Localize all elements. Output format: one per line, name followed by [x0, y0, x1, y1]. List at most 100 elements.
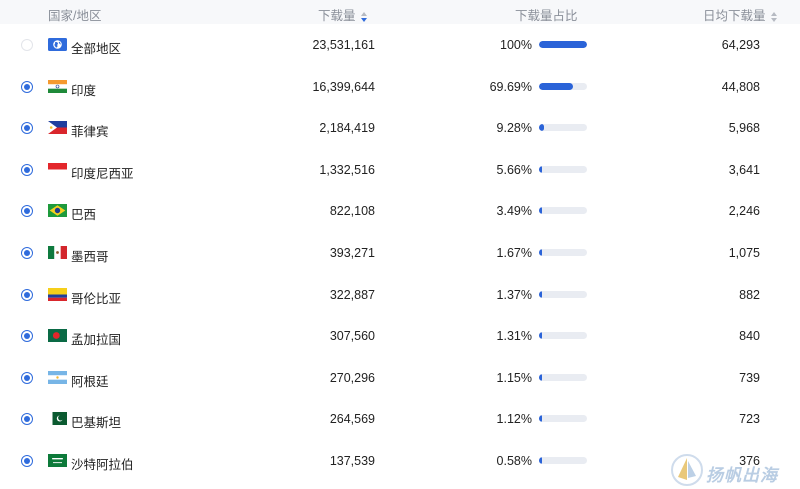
table-row[interactable]: 墨西哥 393,271 1.67% 1,075	[0, 233, 800, 274]
table-row[interactable]: 孟加拉国 307,560 1.31% 840	[0, 316, 800, 357]
share-value: 5.66%	[496, 162, 532, 177]
header-country: 国家/地区	[48, 9, 102, 23]
downloads-value: 2,184,419	[319, 121, 375, 136]
share-value: 0.58%	[496, 454, 532, 468]
downloads-value: 307,560	[329, 329, 375, 344]
table-row[interactable]: 巴西 822,108 3.49% 2,246	[0, 191, 800, 232]
share-bar	[539, 249, 587, 256]
share-value: 1.67%	[496, 246, 532, 260]
header-share: 下载量占比	[515, 9, 578, 23]
share-value: 1.15%	[496, 370, 532, 385]
header-daily[interactable]: 日均下载量	[703, 5, 777, 24]
downloads-value: 322,887	[329, 287, 375, 302]
share-value: 1.31%	[496, 329, 532, 344]
daily-value: 739	[739, 370, 760, 385]
table-row[interactable]: 印度 16,399,644 69.69% 44,808	[0, 67, 800, 108]
share-bar-fill	[539, 457, 542, 464]
pakistan-flag-icon	[48, 412, 67, 426]
daily-value: 723	[739, 412, 760, 427]
table-header: 国家/地区 下载量 下载量占比 日均下载量	[0, 0, 800, 24]
colombia-flag-icon	[48, 287, 67, 301]
share-bar-fill	[539, 373, 542, 381]
downloads-value: 16,399,644	[312, 79, 375, 94]
country-name: 阿根廷	[71, 374, 109, 389]
daily-value: 2,246	[728, 204, 760, 219]
share-bar-fill	[539, 82, 573, 90]
share-bar-fill	[539, 41, 587, 48]
downloads-value: 393,271	[329, 246, 375, 260]
row-radio[interactable]	[21, 330, 33, 343]
row-radio[interactable]	[21, 205, 33, 218]
country-name: 哥伦比亚	[71, 291, 122, 306]
india-flag-icon	[48, 79, 67, 93]
row-radio[interactable]	[21, 288, 33, 301]
share-bar	[539, 332, 587, 340]
daily-value: 5,968	[728, 121, 760, 136]
saudi-arabia-flag-icon	[48, 454, 67, 467]
share-value: 1.37%	[496, 287, 532, 302]
share-value: 3.49%	[496, 204, 532, 219]
share-bar-fill	[539, 290, 542, 298]
sail-logo-icon	[671, 454, 703, 486]
watermark-logo: 扬帆出海	[668, 452, 798, 488]
row-radio[interactable]	[21, 163, 33, 176]
downloads-value: 822,108	[329, 204, 375, 219]
country-name: 印度	[71, 83, 97, 98]
country-name: 孟加拉国	[71, 333, 122, 348]
daily-value: 44,808	[721, 79, 760, 94]
table-row[interactable]: 哥伦比亚 322,887 1.37% 882	[0, 275, 800, 316]
country-name: 印度尼西亚	[71, 166, 134, 181]
share-value: 100%	[500, 38, 532, 52]
row-radio[interactable]	[21, 247, 33, 259]
share-bar-fill	[539, 332, 542, 340]
watermark-text: 扬帆出海	[706, 466, 778, 485]
downloads-value: 1,332,516	[319, 162, 375, 177]
country-name: 巴西	[71, 208, 97, 223]
share-bar	[539, 41, 587, 48]
mexico-flag-icon	[48, 246, 67, 259]
sort-icon[interactable]	[360, 11, 367, 22]
header-downloads[interactable]: 下载量	[318, 5, 367, 24]
argentina-flag-icon	[48, 370, 67, 384]
bangladesh-flag-icon	[48, 329, 67, 343]
header-daily-label: 日均下载量	[703, 9, 766, 23]
downloads-value: 23,531,161	[312, 38, 375, 52]
daily-value: 3,641	[728, 162, 760, 177]
row-radio[interactable]	[21, 80, 33, 93]
row-radio[interactable]	[21, 39, 33, 51]
brazil-flag-icon	[48, 204, 67, 218]
share-value: 9.28%	[496, 121, 532, 136]
indonesia-flag-icon	[48, 162, 67, 176]
country-name: 墨西哥	[71, 250, 109, 264]
table-row[interactable]: 沙特阿拉伯 137,539 0.58% 376	[0, 441, 800, 482]
country-name: 全部地区	[71, 42, 122, 56]
row-radio[interactable]	[21, 122, 33, 135]
globe-icon	[48, 38, 67, 51]
table-row[interactable]: 巴基斯坦 264,569 1.12% 723	[0, 399, 800, 440]
country-name: 菲律宾	[71, 125, 109, 140]
share-bar	[539, 124, 587, 132]
table-row[interactable]: 印度尼西亚 1,332,516 5.66% 3,641	[0, 150, 800, 191]
table-row[interactable]: 阿根廷 270,296 1.15% 739	[0, 358, 800, 399]
table-row[interactable]: 全部地区 23,531,161 100% 64,293	[0, 25, 800, 66]
share-value: 69.69%	[489, 79, 532, 94]
row-radio[interactable]	[21, 371, 33, 384]
daily-value: 1,075	[728, 246, 760, 260]
downloads-value: 270,296	[329, 370, 375, 385]
share-bar	[539, 290, 587, 298]
share-bar-fill	[539, 207, 542, 215]
row-radio[interactable]	[21, 413, 33, 426]
daily-value: 376	[739, 454, 760, 468]
country-name: 巴基斯坦	[71, 416, 122, 431]
philippines-flag-icon	[48, 121, 67, 135]
row-radio[interactable]	[21, 455, 33, 467]
downloads-value: 137,539	[329, 454, 375, 468]
daily-value: 882	[739, 287, 760, 302]
country-name: 沙特阿拉伯	[71, 458, 134, 472]
share-bar	[539, 373, 587, 381]
table-row[interactable]: 菲律宾 2,184,419 9.28% 5,968	[0, 108, 800, 149]
share-bar-fill	[539, 415, 542, 423]
daily-value: 840	[739, 329, 760, 344]
share-bar-fill	[539, 249, 542, 256]
sort-icon[interactable]	[770, 11, 777, 22]
